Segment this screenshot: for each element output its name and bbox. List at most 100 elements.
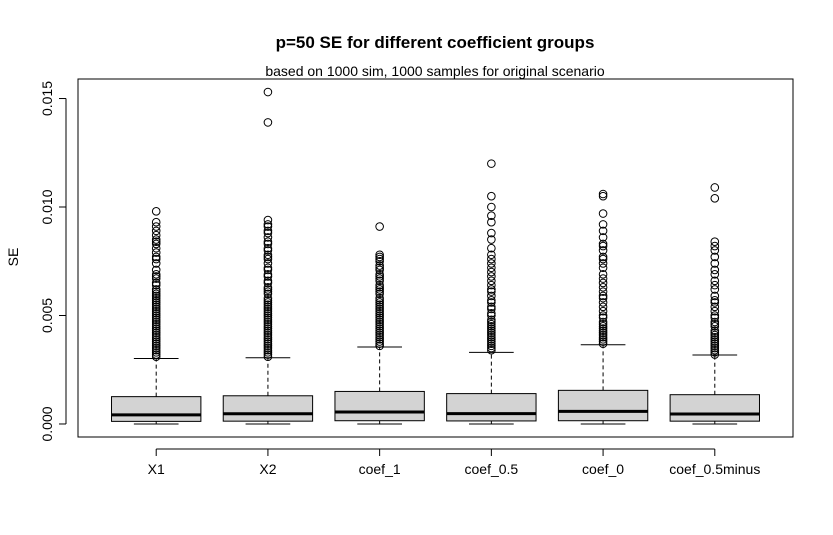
outlier-point	[598, 332, 608, 342]
y-tick-label: 0.015	[39, 81, 55, 116]
outlier-point	[598, 326, 608, 335]
outlier-point	[487, 309, 496, 318]
outlier-point	[710, 269, 720, 279]
outlier-point	[151, 337, 161, 346]
outlier-point	[263, 289, 273, 299]
outlier-point	[710, 319, 720, 329]
outlier-point	[487, 302, 496, 312]
outlier-point	[151, 315, 161, 325]
outlier-point	[598, 274, 608, 283]
outlier-point	[151, 274, 161, 283]
outlier-point	[710, 343, 720, 353]
outlier-point	[487, 322, 496, 331]
outlier-point	[487, 202, 496, 212]
outlier-point	[375, 252, 384, 262]
outlier-point	[263, 87, 273, 97]
outlier-point	[375, 263, 384, 273]
box-iqr	[446, 393, 537, 422]
outlier-point	[375, 222, 384, 231]
outlier-point	[263, 352, 273, 362]
outlier-point	[151, 339, 161, 349]
outlier-point	[263, 239, 273, 249]
outlier-point	[487, 324, 496, 333]
outlier-point	[263, 233, 273, 242]
x-tick-label: X2	[259, 461, 276, 477]
outlier-point	[598, 246, 608, 255]
outlier-point	[263, 278, 273, 288]
outlier-point	[263, 252, 273, 262]
outlier-point	[263, 263, 273, 273]
outlier-point	[375, 337, 384, 346]
outlier-point	[710, 322, 720, 331]
outlier-point	[487, 259, 496, 268]
outlier-point	[151, 302, 161, 312]
x-tick-label: coef_0	[582, 461, 624, 477]
outlier-point	[598, 335, 608, 344]
outlier-point	[263, 330, 273, 340]
chart-subtitle: based on 1000 sim, 1000 samples for orig…	[265, 63, 605, 79]
outlier-point	[375, 265, 384, 275]
outlier-point	[151, 287, 161, 296]
outlier-point	[487, 267, 496, 277]
outlier-point	[263, 311, 273, 320]
outlier-point	[151, 259, 161, 268]
outlier-point	[375, 280, 384, 290]
outlier-point	[263, 298, 273, 307]
box-iqr	[334, 390, 425, 422]
outlier-point	[710, 345, 720, 355]
outlier-point	[151, 352, 161, 362]
outlier-point	[151, 317, 161, 327]
outlier-point	[375, 289, 384, 299]
outlier-point	[710, 328, 720, 338]
outlier-point	[487, 228, 496, 238]
box-coef_0.5	[446, 159, 537, 425]
outlier-point	[598, 322, 608, 331]
outlier-point	[710, 194, 720, 203]
outlier-point	[375, 274, 384, 283]
outlier-point	[487, 304, 496, 314]
outlier-point	[151, 207, 161, 216]
outlier-point	[487, 337, 496, 346]
outlier-point	[598, 269, 608, 279]
outlier-point	[151, 332, 161, 342]
outlier-point	[487, 332, 496, 342]
outlier-point	[710, 252, 720, 262]
outlier-point	[375, 272, 384, 281]
outlier-point	[263, 226, 273, 236]
outlier-point	[487, 315, 496, 325]
outlier-point	[710, 280, 720, 290]
outlier-point	[263, 287, 273, 296]
outlier-point	[598, 282, 608, 292]
outlier-point	[710, 291, 720, 301]
box-iqr	[669, 394, 760, 422]
outlier-point	[375, 341, 384, 351]
outlier-point	[710, 276, 720, 286]
outlier-point	[710, 339, 720, 349]
outlier-point	[151, 265, 161, 275]
outlier-point	[487, 345, 496, 355]
outlier-point	[598, 306, 608, 316]
outlier-point	[263, 339, 273, 349]
box-iqr	[222, 395, 314, 422]
outlier-point	[487, 319, 496, 329]
box-coef_1	[334, 222, 425, 425]
outlier-point	[710, 302, 720, 312]
outlier-point	[263, 285, 273, 294]
outlier-point	[710, 311, 720, 320]
outlier-point	[710, 350, 720, 359]
outlier-point	[375, 293, 384, 303]
outlier-point	[151, 311, 161, 320]
outlier-point	[151, 330, 161, 340]
outlier-point	[710, 241, 720, 251]
outlier-point	[263, 220, 273, 229]
outlier-point	[487, 326, 496, 335]
outlier-point	[263, 250, 273, 260]
outlier-point	[375, 306, 384, 316]
outlier-point	[263, 272, 273, 281]
outlier-point	[151, 343, 161, 353]
outlier-point	[710, 246, 720, 255]
outlier-point	[263, 309, 273, 318]
outlier-point	[710, 306, 720, 316]
outlier-point	[263, 243, 273, 253]
